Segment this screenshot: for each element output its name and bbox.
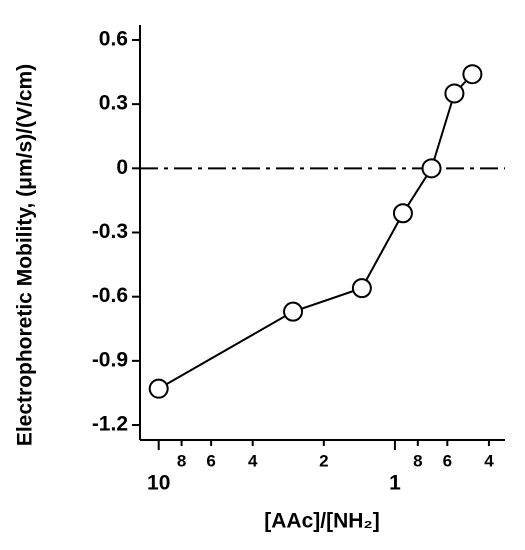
x-tick-label: 8 [413,451,422,470]
data-point [462,64,483,85]
x-tick-label: 8 [177,451,186,470]
y-axis-label: Electrophoretic Mobility, (μm/s)/(V/cm) [14,64,37,446]
y-tick-label: -1.2 [92,413,128,436]
x-tick-label: 4 [248,451,258,470]
y-tick-label: -0.3 [92,220,128,243]
y-tick-label: -0.6 [92,284,128,307]
x-tick-label: 2 [319,451,328,470]
series-line [158,73,474,390]
x-tick-label: 1 [389,472,401,495]
x-tick-label: 10 [147,472,170,495]
x-tick-label: 6 [443,451,452,470]
x-axis-label: [AAc]/[NH₂] [264,510,379,533]
data-point [351,278,372,299]
data-point [283,301,304,322]
y-tick-label: 0 [116,156,128,179]
data-point [421,158,442,179]
data-point [444,83,465,104]
data-point [148,378,169,399]
y-tick-label: -0.9 [92,348,128,371]
data-point [392,203,413,224]
y-tick-label: 0.6 [99,28,128,51]
x-tick-label: 6 [206,451,215,470]
x-tick-label: 4 [484,451,494,470]
y-tick-label: 0.3 [99,92,128,115]
